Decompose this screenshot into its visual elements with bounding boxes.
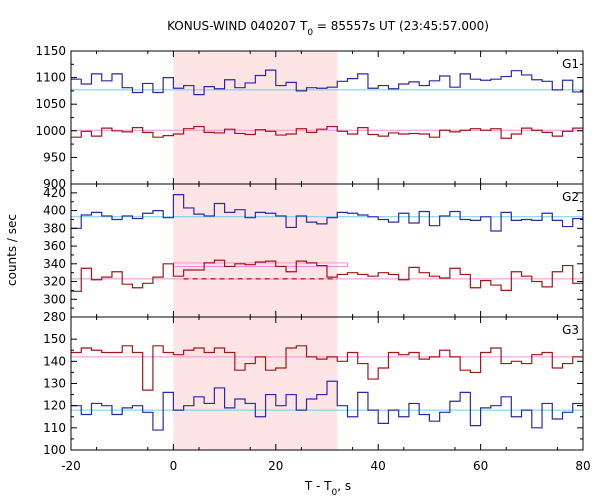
panel-g2-data: [71, 194, 583, 292]
x-tick-label: 0: [170, 459, 178, 473]
highlight-interval: [173, 51, 338, 450]
y-tick-label: 1000: [35, 124, 66, 138]
y-tick-label: 900: [43, 177, 66, 191]
frame-layer: [70, 50, 584, 451]
x-tick-label: 60: [473, 459, 488, 473]
y-tick-label: 110: [43, 421, 66, 435]
y-tick-label: 320: [43, 275, 66, 289]
series-step-line: [71, 380, 583, 431]
y-axis-label: counts / sec: [5, 214, 19, 286]
x-tick-label: 40: [371, 459, 386, 473]
x-tick-label: 20: [268, 459, 283, 473]
series-step-line: [71, 259, 583, 292]
y-tick-label: 300: [43, 292, 66, 306]
y-tick-label: 1050: [35, 97, 66, 111]
y-tick-label: 280: [43, 310, 66, 324]
data-layer: [71, 69, 583, 431]
y-tick-label: 130: [43, 377, 66, 391]
y-tick-label: 100: [43, 443, 66, 457]
panel-g3-data: [71, 345, 583, 431]
series-step-line: [71, 345, 583, 391]
panel-g1-data: [71, 69, 583, 139]
x-tick-label: 80: [575, 459, 590, 473]
y-tick-label: 120: [43, 399, 66, 413]
y-tick-label: 340: [43, 257, 66, 271]
x-tick-label: -20: [61, 459, 81, 473]
panel-label: G2: [562, 190, 579, 204]
y-tick-label: 950: [43, 150, 66, 164]
y-tick-label: 420: [43, 186, 66, 200]
y-tick-label: 1150: [35, 44, 66, 58]
y-tick-label: 150: [43, 332, 66, 346]
highlight-layer: [173, 51, 338, 450]
series-step-line: [71, 125, 583, 139]
y-tick-label: 380: [43, 221, 66, 235]
y-tick-label: 140: [43, 354, 66, 368]
series-step-line: [71, 69, 583, 96]
series-step-line: [71, 194, 583, 232]
y-tick-label: 360: [43, 239, 66, 253]
text-layer: KONUS-WIND 040207 T0 = 85557s UT (23:45:…: [5, 19, 591, 498]
panel-label: G3: [562, 323, 579, 337]
chart-title: KONUS-WIND 040207 T0 = 85557s UT (23:45:…: [167, 19, 489, 38]
y-tick-label: 1100: [35, 71, 66, 85]
panel-label: G1: [562, 57, 579, 71]
x-axis-label: T - T0, s: [304, 479, 351, 498]
y-tick-label: 400: [43, 204, 66, 218]
